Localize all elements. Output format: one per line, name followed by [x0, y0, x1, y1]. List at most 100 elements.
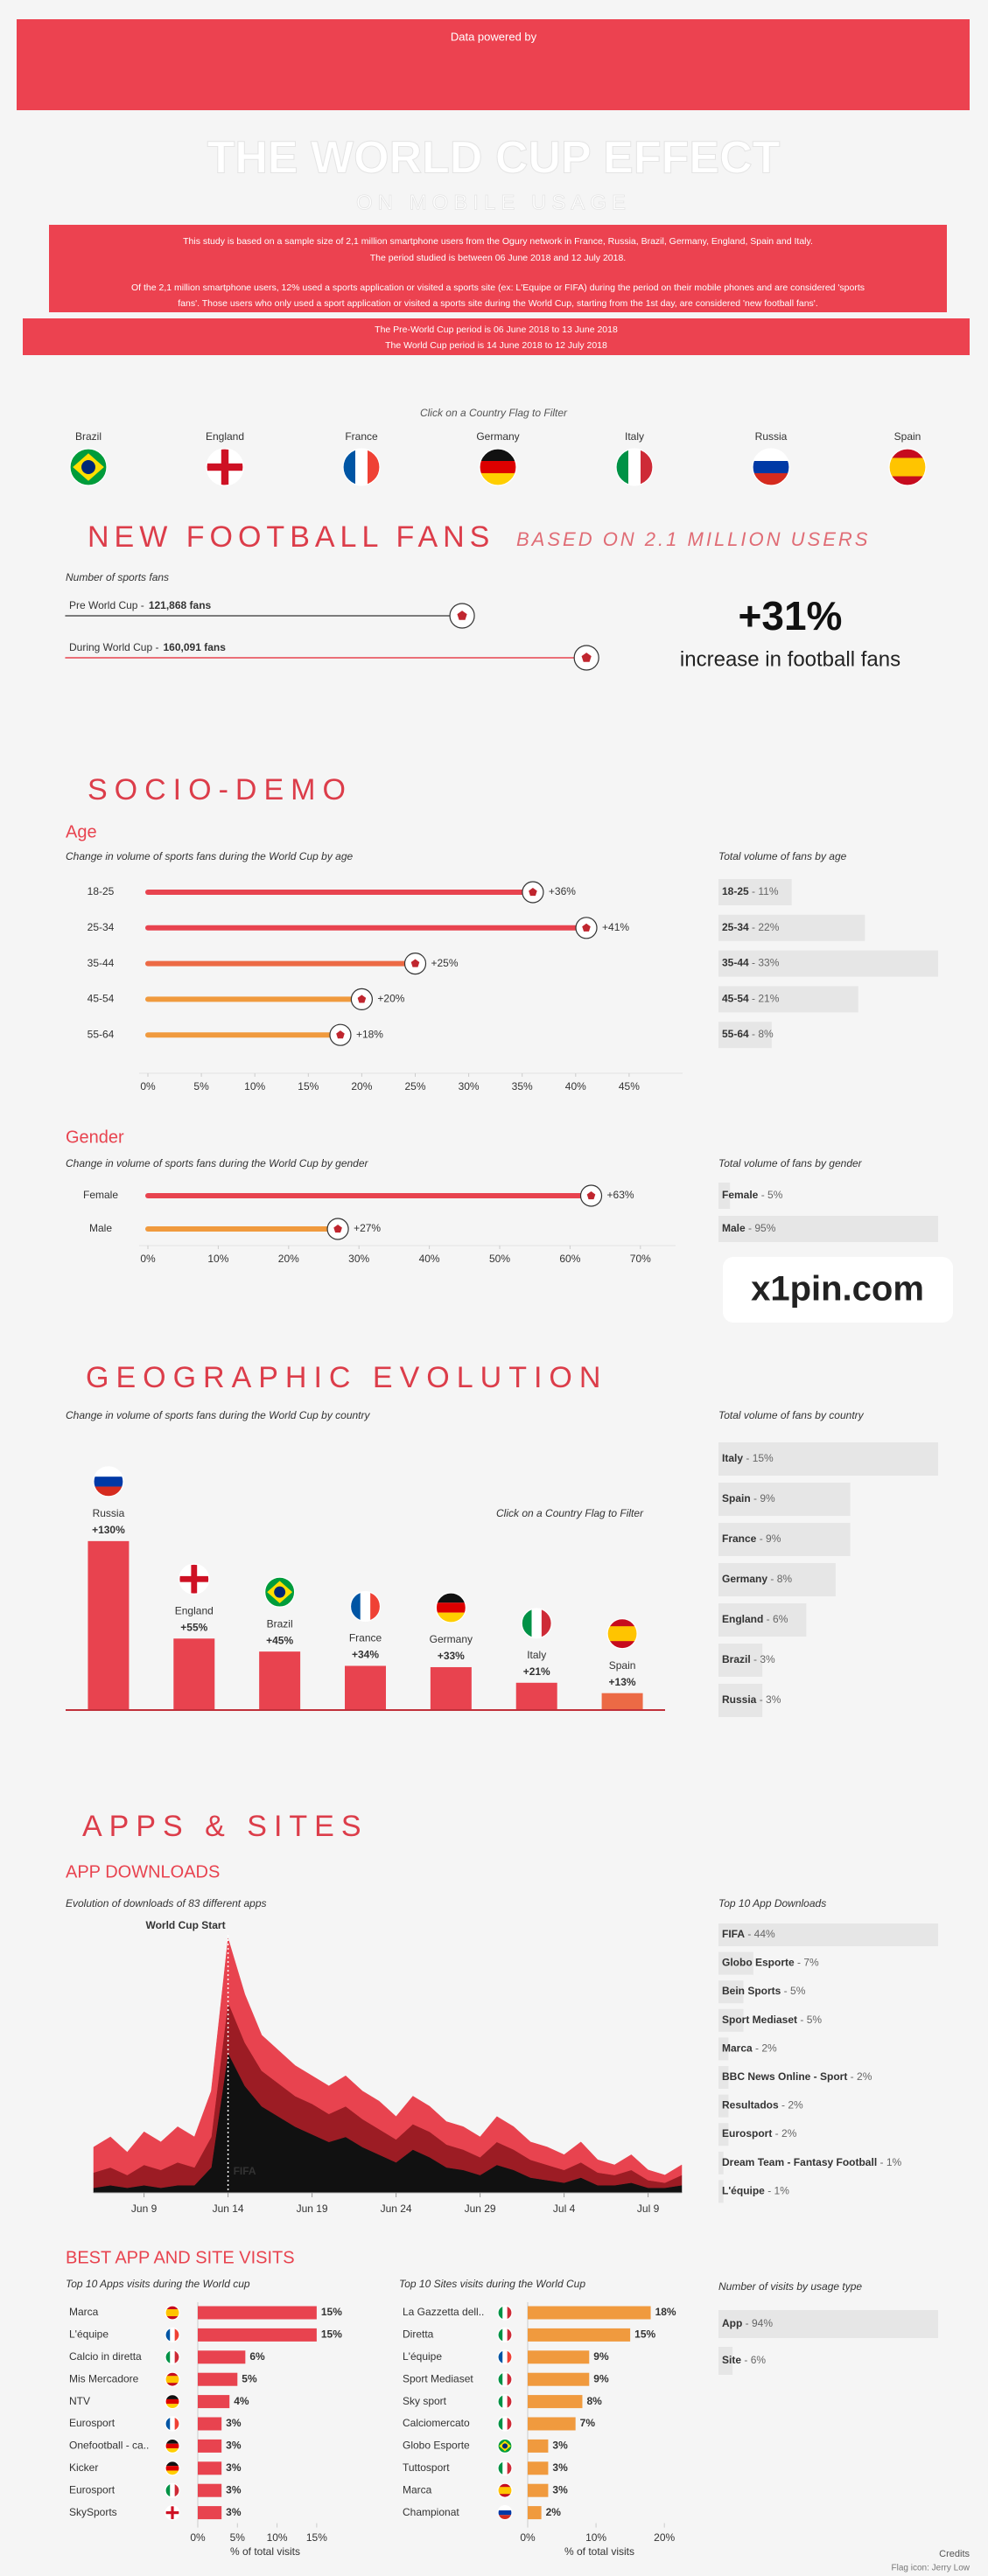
value-label: 9%	[593, 2350, 609, 2363]
bar-label: Female - 5%	[722, 1189, 783, 1201]
chart-title: Total volume of fans by gender	[718, 1157, 863, 1169]
flag-stripe	[507, 2417, 512, 2431]
x-tick-label: Jun 19	[297, 2203, 328, 2215]
bar-label: Spain - 9%	[722, 1492, 775, 1504]
flag-rim	[606, 1618, 638, 1650]
value-label: 1%	[886, 2156, 902, 2168]
bar	[198, 2395, 230, 2409]
x-tick-label: 0%	[190, 2531, 206, 2544]
section-title: SOCIO-DEMO	[88, 773, 353, 806]
bar	[528, 2417, 576, 2431]
chart-title: Change in volume of sports fans during t…	[66, 850, 354, 862]
bar-label: Brazil - 3%	[722, 1653, 775, 1665]
flag-rim	[349, 1590, 382, 1623]
flag-stripe	[753, 473, 789, 485]
ball-patch	[529, 887, 537, 897]
flag-stripe	[170, 2483, 175, 2498]
separator: -	[758, 1189, 767, 1201]
bar	[718, 1442, 938, 1476]
section-title: APPS & SITES	[82, 1810, 368, 1843]
flag-icon	[497, 2505, 513, 2521]
value-label: 7%	[803, 1957, 819, 1969]
x-tick-label: 10%	[585, 2531, 606, 2544]
subsection-title: Gender	[66, 1127, 124, 1147]
category-label: Marca	[69, 2306, 99, 2318]
separator: -	[756, 1693, 766, 1706]
flag-body	[889, 449, 926, 485]
separator: -	[756, 1532, 766, 1545]
ball-patch	[582, 923, 591, 932]
value-label: +33%	[438, 1650, 465, 1662]
flag-stripe	[370, 1591, 381, 1622]
bar	[718, 2037, 729, 2061]
bar-label: Bein Sports - 5%	[722, 1985, 806, 1997]
flag-body	[70, 449, 107, 485]
value-label: 5%	[767, 1189, 783, 1201]
annotation-text: World Cup Start	[145, 1919, 225, 1931]
bar-label: Dream Team - Fantasy Football - 1%	[722, 2156, 902, 2168]
bar	[198, 2483, 222, 2497]
bar	[430, 1666, 472, 1710]
flag-stripe	[498, 2505, 512, 2510]
category-label: Male	[89, 1222, 112, 1234]
flag-stripe	[498, 2461, 503, 2475]
separator: -	[772, 2127, 781, 2140]
value-label: 8%	[777, 1573, 793, 1585]
flag-rim	[206, 448, 244, 486]
flag-body	[165, 2505, 179, 2520]
flag-icon	[497, 2305, 513, 2321]
flag-stripe	[531, 1608, 542, 1638]
category-label: Site	[722, 2354, 741, 2366]
ball-patch	[581, 653, 592, 662]
flag-stripe	[480, 449, 516, 461]
flag-stripe	[170, 2328, 175, 2342]
increase-label: increase in football fans	[680, 647, 900, 671]
flag-icon	[752, 448, 790, 486]
flag-stripe	[93, 1466, 123, 1477]
separator: -	[765, 2185, 774, 2197]
category-label: Pre World Cup -	[69, 599, 144, 611]
bar	[718, 2180, 724, 2203]
flag-icon	[69, 448, 108, 486]
bar	[718, 1684, 763, 1717]
fan-label: During World Cup - 160,091 fans	[69, 641, 226, 653]
separator: -	[795, 1957, 804, 1969]
category-label: App	[722, 2317, 742, 2329]
x-tick-label: Jul 4	[553, 2203, 576, 2215]
chart-title: Total volume of fans by country	[718, 1409, 865, 1421]
category-label: Diretta	[403, 2328, 434, 2341]
x-tick-label: 35%	[512, 1080, 533, 1093]
bar-label: 45-54 - 21%	[722, 993, 780, 1005]
separator: -	[779, 2099, 788, 2112]
flag-rim	[497, 2416, 513, 2432]
watermark: x1pin.com	[751, 1270, 924, 1309]
flag-rim	[497, 2394, 513, 2410]
x-tick-label: Jun 9	[131, 2203, 158, 2215]
x-tick-label: 20%	[351, 1080, 372, 1093]
category-label: Sky sport	[403, 2395, 447, 2407]
flag-icon	[479, 448, 517, 486]
value-label: 18%	[655, 2306, 676, 2318]
flag-body	[165, 2417, 179, 2431]
category-label: 55-64	[722, 1028, 749, 1040]
flag-stripe	[360, 1591, 371, 1622]
ball-patch	[410, 959, 420, 967]
value-label: 33%	[758, 957, 779, 969]
bar	[198, 2328, 317, 2342]
bar	[528, 2395, 583, 2409]
bar	[528, 2461, 549, 2475]
chart-title: Top 10 Sites visits during the World Cup	[399, 2278, 585, 2290]
value-label: +36%	[549, 885, 576, 897]
x-tick-label: 20%	[278, 1253, 299, 1265]
x-tick-label: 45%	[619, 1080, 640, 1093]
value-label: 3%	[552, 2440, 568, 2452]
flag-stripe	[165, 2483, 171, 2498]
bar	[718, 2008, 744, 2032]
category-label: Mis Mercadore	[69, 2372, 139, 2384]
category-label: England	[722, 1613, 763, 1625]
bar-label: Site - 6%	[722, 2354, 766, 2366]
value-label: 15%	[321, 2328, 342, 2341]
value-label: 3%	[226, 2440, 242, 2452]
category-label: Sport Mediaset	[403, 2372, 473, 2384]
